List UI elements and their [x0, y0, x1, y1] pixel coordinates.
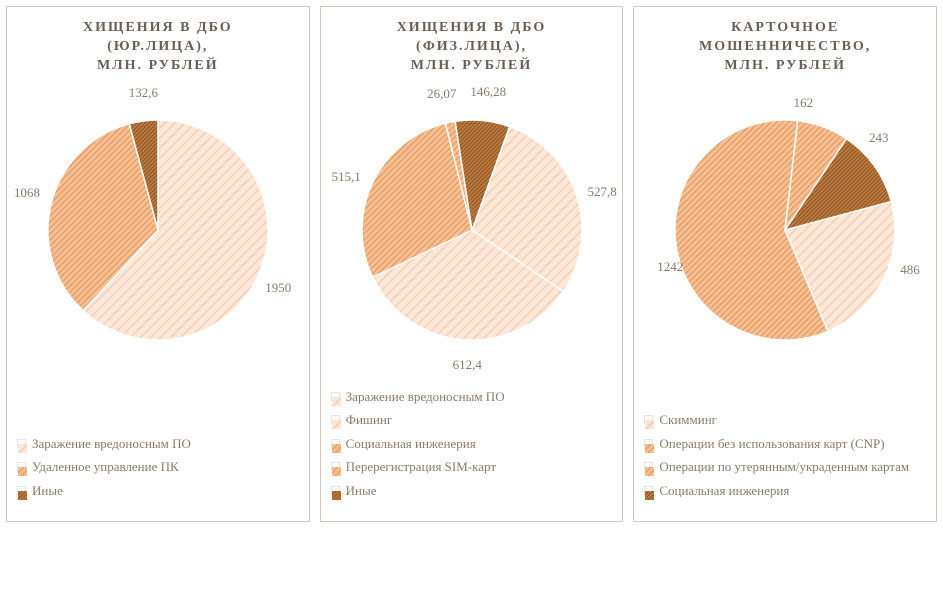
legend-label: Социальная инженерия: [346, 435, 476, 453]
legend-item: Удаленное управление ПК: [17, 458, 299, 476]
legend-label: Скимминг: [659, 411, 717, 429]
legend-item: Социальная инженерия: [644, 482, 926, 500]
legend-swatch: [644, 462, 653, 471]
slice-label: 243: [869, 130, 889, 146]
legend-item: Операции без использования карт (CNP): [644, 435, 926, 453]
legend-label: Удаленное управление ПК: [32, 458, 179, 476]
slice-label: 146,28: [470, 84, 506, 100]
legend-label: Операции по утерянным/украденным картам: [659, 458, 909, 476]
legend-swatch: [17, 462, 26, 471]
pie-chart: 4861242162243: [655, 100, 915, 360]
legend-item: Социальная инженерия: [331, 435, 613, 453]
legend: Скимминг Операции без использования карт…: [644, 401, 926, 505]
legend-item: Скимминг: [644, 411, 926, 429]
pie-chart: 19501068132,6: [28, 100, 288, 360]
panel-title: ХИЩЕНИЯ В ДБО (ЮР.ЛИЦА), МЛН. РУБЛЕЙ: [17, 19, 299, 76]
legend-item: Операции по утерянным/украденным картам: [644, 458, 926, 476]
legend-swatch: [17, 439, 26, 448]
legend-label: Социальная инженерия: [659, 482, 789, 500]
slice-label: 132,6: [129, 85, 158, 101]
legend-item: Перерегистрация SIM-карт: [331, 458, 613, 476]
slice-label: 612,4: [453, 357, 482, 373]
slice-label: 1068: [14, 185, 40, 201]
legend-swatch: [331, 462, 340, 471]
slice-label: 1950: [265, 280, 291, 296]
panel-0: ХИЩЕНИЯ В ДБО (ЮР.ЛИЦА), МЛН. РУБЛЕЙ 195…: [6, 6, 310, 522]
legend-swatch: [331, 392, 340, 401]
legend-swatch: [17, 486, 26, 495]
slice-label: 162: [794, 95, 814, 111]
slice-label: 26,07: [427, 86, 456, 102]
legend-swatch: [331, 439, 340, 448]
legend-swatch: [644, 439, 653, 448]
legend-label: Заражение вредоносным ПО: [346, 388, 505, 406]
legend-swatch: [644, 415, 653, 424]
panel-1: ХИЩЕНИЯ В ДБО (ФИЗ.ЛИЦА), МЛН. РУБЛЕЙ 52…: [320, 6, 624, 522]
legend-label: Фишинг: [346, 411, 392, 429]
legend-item: Иные: [17, 482, 299, 500]
slice-label: 527,8: [587, 184, 616, 200]
legend-item: Иные: [331, 482, 613, 500]
legend-item: Заражение вредоносным ПО: [17, 435, 299, 453]
slice-label: 515,1: [331, 169, 360, 185]
legend-label: Иные: [346, 482, 377, 500]
legend-item: Заражение вредоносным ПО: [331, 388, 613, 406]
legend: Заражение вредоносным ПО Удаленное управ…: [17, 425, 299, 506]
slice-label: 1242: [657, 259, 683, 275]
panel-title: КАРТОЧНОЕ МОШЕННИЧЕСТВО, МЛН. РУБЛЕЙ: [644, 19, 926, 76]
legend-label: Иные: [32, 482, 63, 500]
panel-2: КАРТОЧНОЕ МОШЕННИЧЕСТВО, МЛН. РУБЛЕЙ 486…: [633, 6, 937, 522]
pie-chart: 527,8612,4515,126,07146,28: [342, 100, 602, 360]
legend-swatch: [331, 486, 340, 495]
panels-container: ХИЩЕНИЯ В ДБО (ЮР.ЛИЦА), МЛН. РУБЛЕЙ 195…: [6, 6, 937, 522]
panel-title: ХИЩЕНИЯ В ДБО (ФИЗ.ЛИЦА), МЛН. РУБЛЕЙ: [331, 19, 613, 76]
legend-label: Перерегистрация SIM-карт: [346, 458, 496, 476]
legend-swatch: [331, 415, 340, 424]
legend-item: Фишинг: [331, 411, 613, 429]
slice-label: 486: [900, 262, 920, 278]
legend-label: Заражение вредоносным ПО: [32, 435, 191, 453]
legend-swatch: [644, 486, 653, 495]
legend-label: Операции без использования карт (CNP): [659, 435, 884, 453]
legend: Заражение вредоносным ПО Фишинг Социальн…: [331, 378, 613, 506]
